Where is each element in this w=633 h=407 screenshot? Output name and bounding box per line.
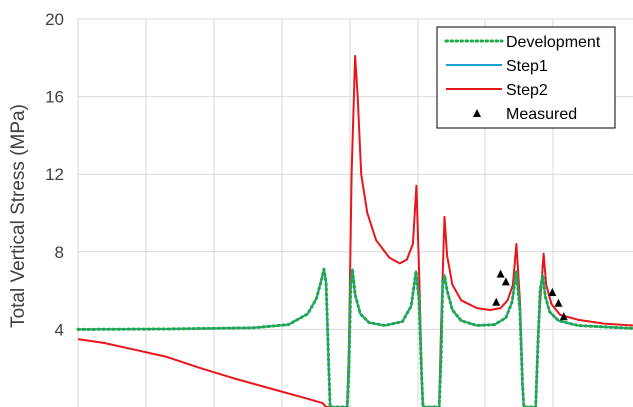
y-axis-title: Total Vertical Stress (MPa) [8, 104, 29, 328]
y-tick-label: 4 [55, 320, 64, 339]
legend-item-measured: Measured [473, 106, 577, 123]
series-lines [76, 54, 633, 407]
y-tick-labels: 4 8 12 16 20 [45, 10, 64, 339]
measured-point [501, 277, 510, 286]
measured-point [496, 269, 505, 278]
measured-point [548, 288, 557, 297]
legend-item-development: Development [444, 34, 601, 51]
measured-point [492, 297, 501, 306]
y-tick-label: 8 [55, 243, 64, 262]
measured-point [559, 312, 568, 321]
legend-marker-measured [473, 109, 481, 117]
y-tick-label: 20 [45, 10, 64, 29]
legend: Development Step1 Step2 Measured [436, 26, 616, 129]
legend-box [436, 26, 616, 129]
legend-item-step2: Step2 [446, 82, 548, 99]
measured-point [554, 298, 563, 307]
legend-label: Development [506, 34, 601, 51]
legend-label: Step2 [506, 82, 548, 99]
legend-item-step1: Step1 [446, 58, 548, 75]
measured-markers [492, 269, 568, 321]
y-tick-label: 12 [45, 165, 64, 184]
y-tick-label: 16 [45, 88, 64, 107]
series-line-development [76, 267, 633, 407]
legend-items: Development Step1 Step2 Measured [444, 34, 601, 123]
legend-label: Measured [506, 106, 577, 123]
legend-label: Step1 [506, 58, 548, 75]
